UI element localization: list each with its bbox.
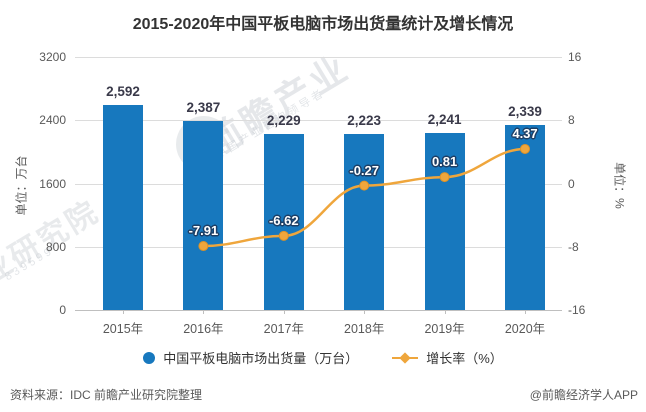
x-axis-tickmark [525, 310, 526, 314]
x-axis-tickmark [444, 310, 446, 314]
bar-value-label: 2,339 [508, 104, 542, 120]
bar-value-label: 2,241 [427, 111, 462, 127]
gridline [75, 246, 562, 248]
x-axis-tickmark [123, 310, 124, 314]
legend-label-shipments: 中国平板电脑市场出货量（万台） [163, 351, 359, 366]
bar [344, 134, 385, 310]
bar [505, 125, 545, 310]
x-axis-tickmark [283, 310, 285, 314]
x-axis-tickmark [364, 310, 366, 314]
legend-item-shipments: 中国平板电脑市场出货量（万台） [143, 348, 358, 367]
gridline [75, 183, 562, 185]
line-value-label: 4.37 [512, 125, 538, 141]
x-axis-label: 2019年 [424, 322, 465, 336]
gridline [75, 310, 562, 311]
line-value-label: -7.91 [188, 223, 219, 239]
right-axis-title: 单位：% [612, 162, 627, 209]
right-axis-tick-label: 0 [568, 176, 575, 191]
right-axis-tick-label: 8 [568, 113, 575, 128]
right-axis-tick-label: -8 [568, 239, 579, 254]
x-axis-label: 2015年 [102, 322, 144, 336]
data-source-text: 资料来源：IDC 前瞻产业研究院整理 [10, 388, 203, 402]
left-axis-tick-label: 3200 [39, 50, 66, 64]
x-axis-label: 2018年 [344, 322, 385, 336]
left-axis-tick-label: 2400 [39, 113, 66, 128]
legend: 中国平板电脑市场出货量（万台） 增长率（%） [0, 348, 646, 367]
gridline [75, 120, 562, 122]
credit-text: @前瞻经济学人APP [529, 388, 638, 402]
line-value-label: 0.81 [431, 154, 458, 170]
x-axis-label: 2017年 [263, 322, 304, 336]
bar-value-label: 2,223 [347, 113, 382, 129]
legend-label-growth: 增长率（%） [426, 351, 503, 366]
left-axis-title: 单位：万台 [14, 155, 29, 216]
x-axis-tickmark [203, 310, 205, 314]
right-axis-tick-label: -16 [568, 303, 586, 317]
line-series-swatch-icon [392, 351, 419, 364]
bar-value-label: 2,229 [266, 112, 301, 128]
legend-item-growth: 增长率（%） [392, 348, 503, 367]
x-axis-label: 2020年 [504, 322, 546, 336]
line-value-label: -0.27 [349, 162, 379, 178]
left-axis-tick-label: 1600 [39, 176, 66, 191]
bar-series-swatch-icon [143, 351, 156, 364]
bar [183, 121, 224, 310]
gridline [75, 57, 562, 58]
right-axis-tick-label: 16 [568, 50, 582, 64]
bar [103, 105, 143, 310]
x-axis-label: 2016年 [183, 322, 224, 336]
line-value-label: -6.62 [268, 212, 299, 228]
bar-value-label: 2,387 [186, 100, 221, 116]
chart-title: 2015-2020年中国平板电脑市场出货量统计及增长情况 [132, 16, 514, 33]
bar-value-label: 2,592 [106, 84, 140, 100]
left-axis-tick-label: 800 [45, 239, 66, 254]
left-axis-tick-label: 0 [59, 303, 66, 317]
